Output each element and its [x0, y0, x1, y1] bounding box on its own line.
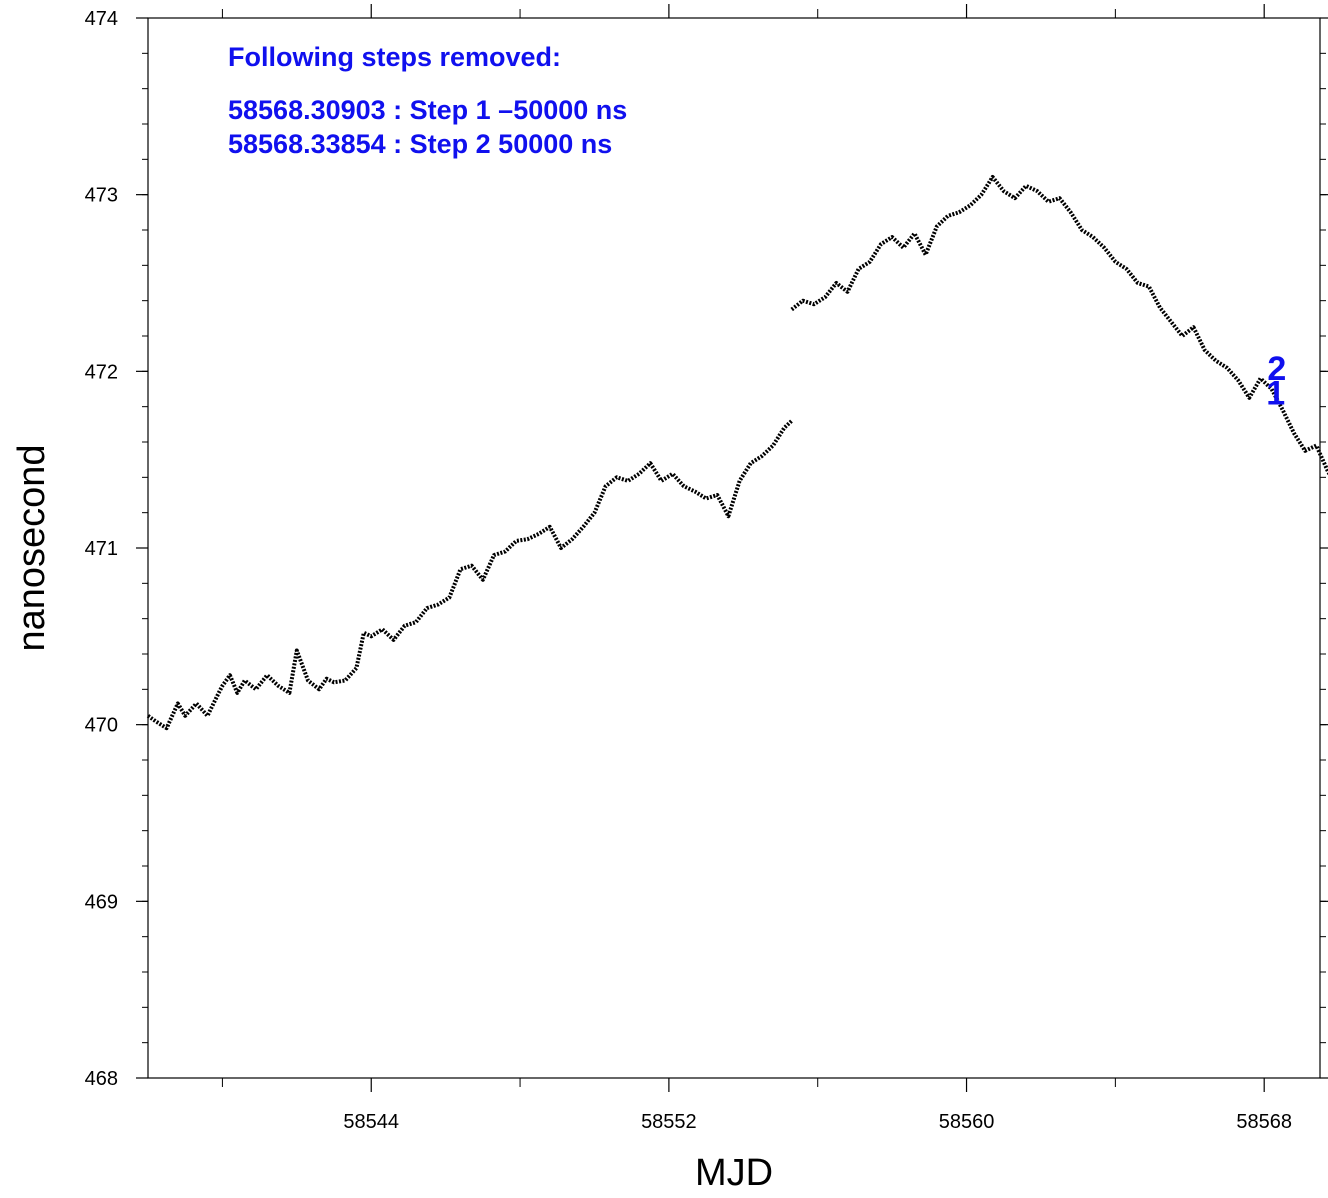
annotation-step-2: 58568.33854 : Step 2 50000 ns: [228, 129, 612, 159]
series-segment: [790, 175, 1328, 476]
x-tick-label: 58552: [641, 1111, 697, 1133]
y-tick-label: 472: [85, 361, 118, 383]
x-tick-label: 58544: [343, 1111, 399, 1133]
y-tick-label: 471: [85, 538, 118, 560]
annotation-heading: Following steps removed:: [228, 42, 561, 72]
x-axis-title: MJD: [695, 1152, 773, 1194]
data-series: [146, 175, 1328, 731]
step-marker-1: 1: [1266, 375, 1285, 413]
y-tick-label: 470: [85, 715, 118, 737]
y-tick-label: 468: [85, 1068, 118, 1090]
y-axis-title: nanosecond: [11, 444, 53, 651]
y-tick-label: 474: [85, 8, 118, 30]
axis-ticks: 468 469 470 471 472 473 474 58544 58552 58560 5856…: [85, 4, 1328, 1133]
step-marker-2: 2: [1267, 350, 1286, 388]
plot-frame: [147, 17, 1321, 1079]
step-markers: 12: [1266, 350, 1286, 413]
y-tick-label: 473: [85, 185, 118, 207]
y-tick-label: 469: [85, 891, 118, 913]
x-tick-label: 58560: [939, 1111, 995, 1133]
x-tick-label: 58568: [1236, 1111, 1292, 1133]
series-segment: [146, 419, 794, 731]
annotation-step-1: 58568.30903 : Step 1 –50000 ns: [228, 95, 627, 125]
